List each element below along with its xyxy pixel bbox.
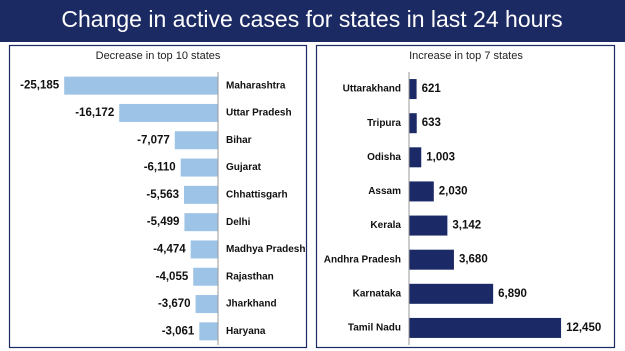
value-label: -16,172 (75, 107, 114, 119)
bar (184, 213, 218, 232)
bar (199, 322, 218, 341)
value-label: 12,450 (566, 322, 601, 334)
value-label: -6,110 (144, 162, 176, 174)
category-label: Chhattisgarh (226, 189, 288, 200)
category-label: Assam (368, 186, 401, 197)
bar (184, 185, 218, 204)
value-label: -4,055 (156, 271, 189, 283)
category-label: Kerala (370, 220, 401, 231)
bar (409, 249, 454, 270)
panel-subtitle: Decrease in top 10 states (96, 50, 221, 62)
value-label: -25,185 (20, 80, 60, 92)
category-label: Karnataka (353, 288, 402, 299)
value-label: 621 (422, 83, 442, 95)
category-label: Madhya Pradesh (226, 244, 305, 255)
bar (409, 181, 434, 202)
bar (409, 215, 448, 236)
category-label: Andhra Pradesh (324, 254, 401, 265)
category-label: Uttar Pradesh (226, 108, 292, 119)
value-label: 3,142 (452, 220, 481, 232)
panel-frame (315, 44, 616, 349)
category-label: Bihar (226, 135, 252, 146)
category-label: Uttarakhand (343, 84, 401, 95)
category-label: Maharashtra (226, 80, 286, 91)
bar (193, 267, 218, 286)
category-label: Gujarat (226, 162, 262, 173)
bar (409, 317, 562, 338)
category-label: Tripura (367, 118, 401, 129)
title-bar (0, 0, 625, 42)
category-label: Tamil Nadu (348, 323, 401, 334)
value-label: -3,061 (162, 325, 195, 337)
value-label: -3,670 (158, 298, 191, 310)
category-label: Rajasthan (226, 271, 274, 282)
panel-subtitle: Increase in top 7 states (409, 50, 523, 62)
bar (190, 240, 218, 259)
value-label: 2,030 (439, 185, 468, 197)
bar (409, 283, 494, 304)
bar (409, 147, 422, 168)
value-label: 3,680 (459, 254, 488, 266)
value-label: 633 (422, 117, 441, 129)
bar (195, 295, 218, 314)
chart-title: Change in active cases for states in las… (61, 6, 562, 32)
bar (180, 158, 218, 177)
bar (409, 113, 417, 134)
value-label: 6,890 (498, 288, 527, 300)
value-label: -4,474 (153, 243, 186, 255)
bar (174, 131, 218, 150)
bar (64, 76, 218, 95)
bar (409, 79, 417, 100)
value-label: 1,003 (426, 151, 455, 163)
value-label: -7,077 (137, 134, 170, 146)
value-label: -5,499 (147, 216, 180, 228)
category-label: Odisha (367, 152, 401, 163)
category-label: Jharkhand (226, 299, 277, 310)
category-label: Delhi (226, 217, 251, 228)
value-label: -5,563 (146, 189, 179, 201)
bar (119, 103, 218, 122)
category-label: Haryana (226, 326, 266, 337)
panel-frame (8, 44, 308, 349)
